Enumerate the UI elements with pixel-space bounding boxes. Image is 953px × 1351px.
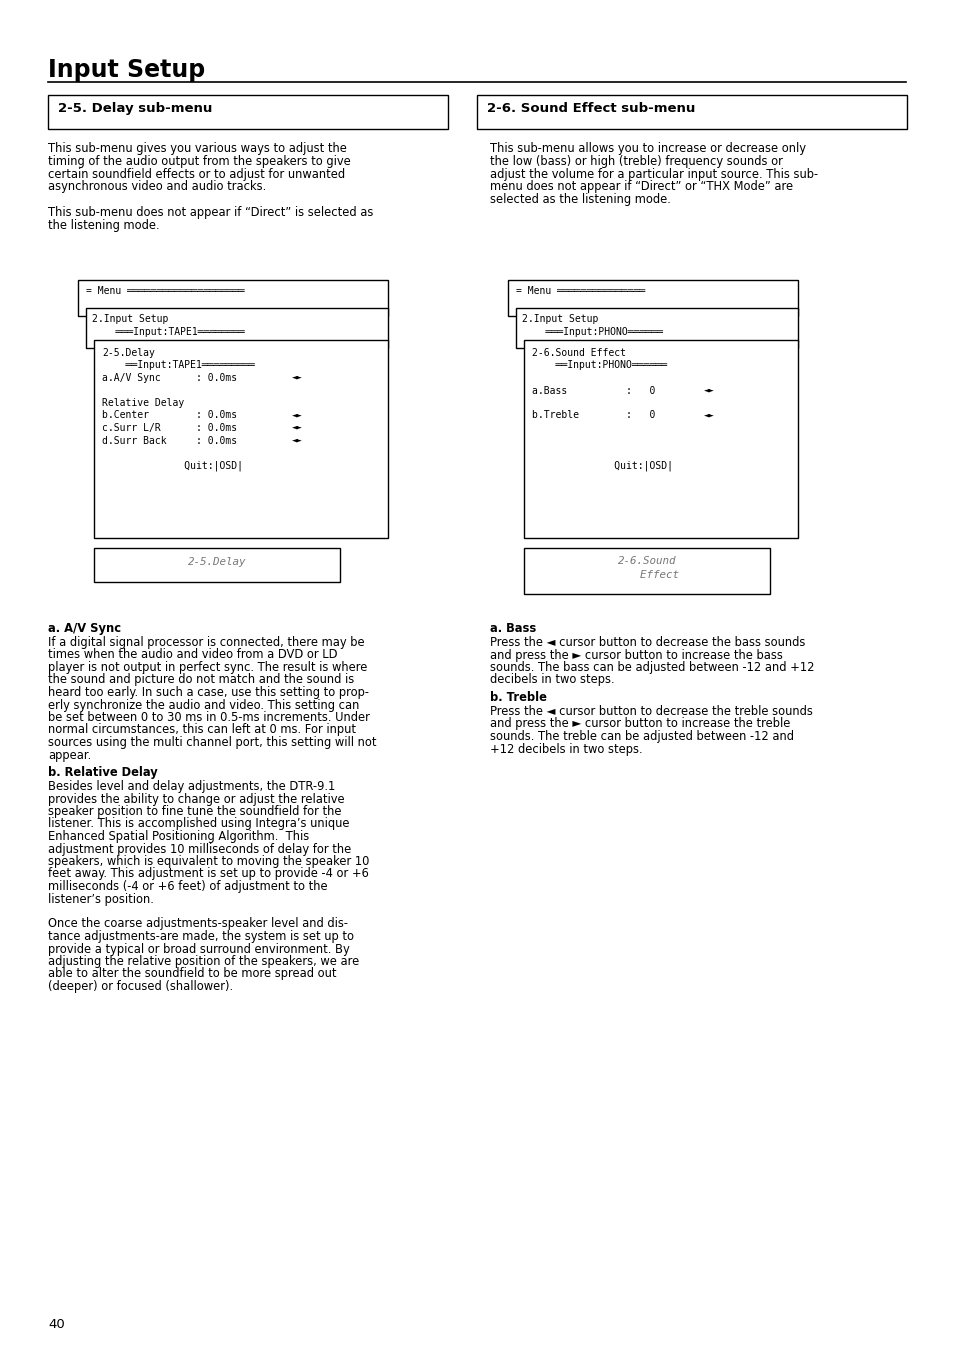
Text: sources using the multi channel port, this setting will not: sources using the multi channel port, th…: [48, 736, 376, 748]
Text: 2-6. Sound Effect sub-menu: 2-6. Sound Effect sub-menu: [486, 101, 695, 115]
Text: 2-5. Delay sub-menu: 2-5. Delay sub-menu: [58, 101, 213, 115]
Text: b. Treble: b. Treble: [490, 690, 546, 704]
Text: adjust the volume for a particular input source. This sub-: adjust the volume for a particular input…: [490, 168, 818, 181]
Text: normal circumstances, this can left at 0 ms. For input: normal circumstances, this can left at 0…: [48, 724, 355, 736]
Text: ◄►: ◄►: [292, 411, 302, 420]
Text: player is not output in perfect sync. The result is where: player is not output in perfect sync. Th…: [48, 661, 367, 674]
Text: 2-5.Delay: 2-5.Delay: [188, 557, 246, 567]
Text: Relative Delay: Relative Delay: [102, 399, 184, 408]
Text: the low (bass) or high (treble) frequency sounds or: the low (bass) or high (treble) frequenc…: [490, 155, 782, 168]
Text: provide a typical or broad surround environment. By: provide a typical or broad surround envi…: [48, 943, 350, 955]
Text: ◄►: ◄►: [292, 373, 302, 382]
Text: ═══Input:TAPE1════════: ═══Input:TAPE1════════: [91, 327, 245, 336]
Text: able to alter the soundfield to be more spread out: able to alter the soundfield to be more …: [48, 967, 336, 981]
Text: ◄►: ◄►: [292, 435, 302, 444]
Text: and press the ► cursor button to increase the treble: and press the ► cursor button to increas…: [490, 717, 789, 731]
Text: If a digital signal processor is connected, there may be: If a digital signal processor is connect…: [48, 636, 364, 648]
Text: +12 decibels in two steps.: +12 decibels in two steps.: [490, 743, 642, 755]
Bar: [516, 308, 797, 349]
Bar: [48, 95, 448, 128]
Bar: [523, 549, 769, 594]
Text: ══Input:TAPE1═════════: ══Input:TAPE1═════════: [102, 361, 254, 370]
Text: This sub-menu allows you to increase or decrease only: This sub-menu allows you to increase or …: [490, 142, 805, 155]
Text: = Menu ═══════════════: = Menu ═══════════════: [516, 286, 644, 296]
Text: asynchronous video and audio tracks.: asynchronous video and audio tracks.: [48, 181, 266, 193]
Text: = Menu ════════════════════: = Menu ════════════════════: [86, 286, 244, 296]
Text: d.Surr Back     : 0.0ms: d.Surr Back : 0.0ms: [102, 435, 237, 446]
Text: listener’s position.: listener’s position.: [48, 893, 153, 905]
Text: b.Treble        :   0: b.Treble : 0: [532, 411, 655, 420]
Text: and press the ► cursor button to increase the bass: and press the ► cursor button to increas…: [490, 648, 782, 662]
Text: speaker position to fine tune the soundfield for the: speaker position to fine tune the soundf…: [48, 805, 341, 817]
Text: feet away. This adjustment is set up to provide -4 or +6: feet away. This adjustment is set up to …: [48, 867, 369, 881]
Text: sounds. The bass can be adjusted between -12 and +12: sounds. The bass can be adjusted between…: [490, 661, 814, 674]
Text: ◄►: ◄►: [292, 423, 302, 432]
Text: This sub-menu does not appear if “Direct” is selected as: This sub-menu does not appear if “Direct…: [48, 205, 373, 219]
Text: Effect: Effect: [614, 570, 679, 580]
Text: the listening mode.: the listening mode.: [48, 219, 159, 232]
Text: 40: 40: [48, 1319, 65, 1331]
Text: Once the coarse adjustments-speaker level and dis-: Once the coarse adjustments-speaker leve…: [48, 917, 348, 931]
Text: speakers, which is equivalent to moving the speaker 10: speakers, which is equivalent to moving …: [48, 855, 369, 867]
Text: Quit:|OSD|: Quit:|OSD|: [102, 461, 243, 471]
Text: 2-6.Sound: 2-6.Sound: [618, 557, 676, 566]
Text: timing of the audio output from the speakers to give: timing of the audio output from the spea…: [48, 155, 351, 168]
Text: erly synchronize the audio and video. This setting can: erly synchronize the audio and video. Th…: [48, 698, 359, 712]
Text: ═══Input:PHONO══════: ═══Input:PHONO══════: [521, 327, 662, 336]
Text: appear.: appear.: [48, 748, 91, 762]
Text: 2.Input Setup: 2.Input Setup: [521, 313, 598, 324]
Text: selected as the listening mode.: selected as the listening mode.: [490, 193, 670, 207]
Text: Enhanced Spatial Positioning Algorithm.  This: Enhanced Spatial Positioning Algorithm. …: [48, 830, 309, 843]
Bar: [507, 280, 797, 316]
Text: a. A/V Sync: a. A/V Sync: [48, 621, 121, 635]
Text: 2.Input Setup: 2.Input Setup: [91, 313, 168, 324]
Text: ◄►: ◄►: [703, 385, 714, 394]
Text: 2-5.Delay: 2-5.Delay: [102, 349, 154, 358]
Text: menu does not appear if “Direct” or “THX Mode” are: menu does not appear if “Direct” or “THX…: [490, 181, 792, 193]
Text: This sub-menu gives you various ways to adjust the: This sub-menu gives you various ways to …: [48, 142, 347, 155]
Text: Press the ◄ cursor button to decrease the bass sounds: Press the ◄ cursor button to decrease th…: [490, 636, 804, 648]
Text: 2-6.Sound Effect: 2-6.Sound Effect: [532, 349, 625, 358]
Text: (deeper) or focused (shallower).: (deeper) or focused (shallower).: [48, 979, 233, 993]
Text: be set between 0 to 30 ms in 0.5-ms increments. Under: be set between 0 to 30 ms in 0.5-ms incr…: [48, 711, 370, 724]
Text: Quit:|OSD|: Quit:|OSD|: [532, 461, 672, 471]
Text: certain soundfield effects or to adjust for unwanted: certain soundfield effects or to adjust …: [48, 168, 345, 181]
Text: provides the ability to change or adjust the relative: provides the ability to change or adjust…: [48, 793, 344, 805]
Text: milliseconds (-4 or +6 feet) of adjustment to the: milliseconds (-4 or +6 feet) of adjustme…: [48, 880, 327, 893]
Bar: [78, 280, 388, 316]
Bar: [523, 340, 797, 538]
Bar: [94, 549, 339, 582]
Text: times when the audio and video from a DVD or LD: times when the audio and video from a DV…: [48, 648, 337, 662]
Text: listener. This is accomplished using Integra’s unique: listener. This is accomplished using Int…: [48, 817, 349, 831]
Text: sounds. The treble can be adjusted between -12 and: sounds. The treble can be adjusted betwe…: [490, 730, 793, 743]
Text: the sound and picture do not match and the sound is: the sound and picture do not match and t…: [48, 674, 354, 686]
Text: adjusting the relative position of the speakers, we are: adjusting the relative position of the s…: [48, 955, 359, 969]
Text: b. Relative Delay: b. Relative Delay: [48, 766, 157, 780]
Text: a.A/V Sync      : 0.0ms: a.A/V Sync : 0.0ms: [102, 373, 237, 382]
Text: tance adjustments-are made, the system is set up to: tance adjustments-are made, the system i…: [48, 929, 354, 943]
Bar: [86, 308, 388, 349]
Text: ◄►: ◄►: [703, 411, 714, 420]
Text: adjustment provides 10 milliseconds of delay for the: adjustment provides 10 milliseconds of d…: [48, 843, 351, 855]
Text: Press the ◄ cursor button to decrease the treble sounds: Press the ◄ cursor button to decrease th…: [490, 705, 812, 717]
Text: c.Surr L/R      : 0.0ms: c.Surr L/R : 0.0ms: [102, 423, 237, 434]
Text: a. Bass: a. Bass: [490, 621, 536, 635]
Text: a.Bass          :   0: a.Bass : 0: [532, 385, 655, 396]
Text: decibels in two steps.: decibels in two steps.: [490, 674, 614, 686]
Text: b.Center        : 0.0ms: b.Center : 0.0ms: [102, 411, 237, 420]
Text: Input Setup: Input Setup: [48, 58, 205, 82]
Text: ══Input:PHONO══════: ══Input:PHONO══════: [532, 361, 666, 370]
Bar: [476, 95, 906, 128]
Text: Besides level and delay adjustments, the DTR-9.1: Besides level and delay adjustments, the…: [48, 780, 335, 793]
Text: heard too early. In such a case, use this setting to prop-: heard too early. In such a case, use thi…: [48, 686, 369, 698]
Bar: [94, 340, 388, 538]
